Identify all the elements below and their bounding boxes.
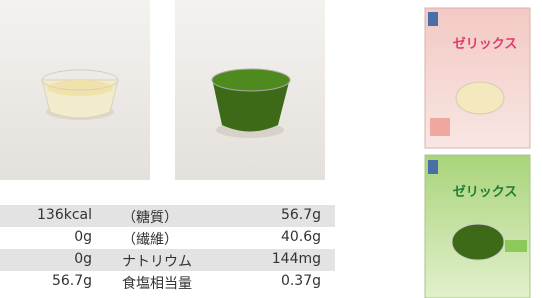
- table-cell: 56.7g: [281, 207, 321, 223]
- table-cell: ナトリウム: [122, 251, 192, 271]
- product-box-green: ゼリックス: [425, 155, 530, 298]
- box-label: ゼリックス: [453, 36, 518, 52]
- table-row: 56.7g 食塩相当量 0.37g: [0, 271, 335, 293]
- table-cell: 0g: [74, 251, 92, 267]
- table-cell: （繊維）: [122, 229, 178, 249]
- box-label: ゼリックス: [453, 184, 518, 200]
- table-row: 0g ナトリウム 144mg: [0, 249, 335, 271]
- page: ゼリックス ゼリックス 136kcal（糖質）56.7g0g（繊維）40.6g0…: [0, 0, 542, 298]
- table-cell: （糖質）: [122, 207, 178, 227]
- table-cell: 40.6g: [281, 229, 321, 245]
- table-row: 0g （繊維） 40.6g: [0, 227, 335, 249]
- table-cell: 0.37g: [281, 273, 321, 289]
- table-cell: 144mg: [272, 251, 321, 267]
- table-cell: 0g: [74, 229, 92, 245]
- table-cell: 食塩相当量: [122, 273, 192, 293]
- table-cell: 56.7g: [52, 273, 92, 289]
- product-box-pink: ゼリックス: [425, 8, 530, 148]
- table-row: 136kcal （糖質） 56.7g: [0, 205, 335, 227]
- table-cell: 136kcal: [37, 207, 92, 223]
